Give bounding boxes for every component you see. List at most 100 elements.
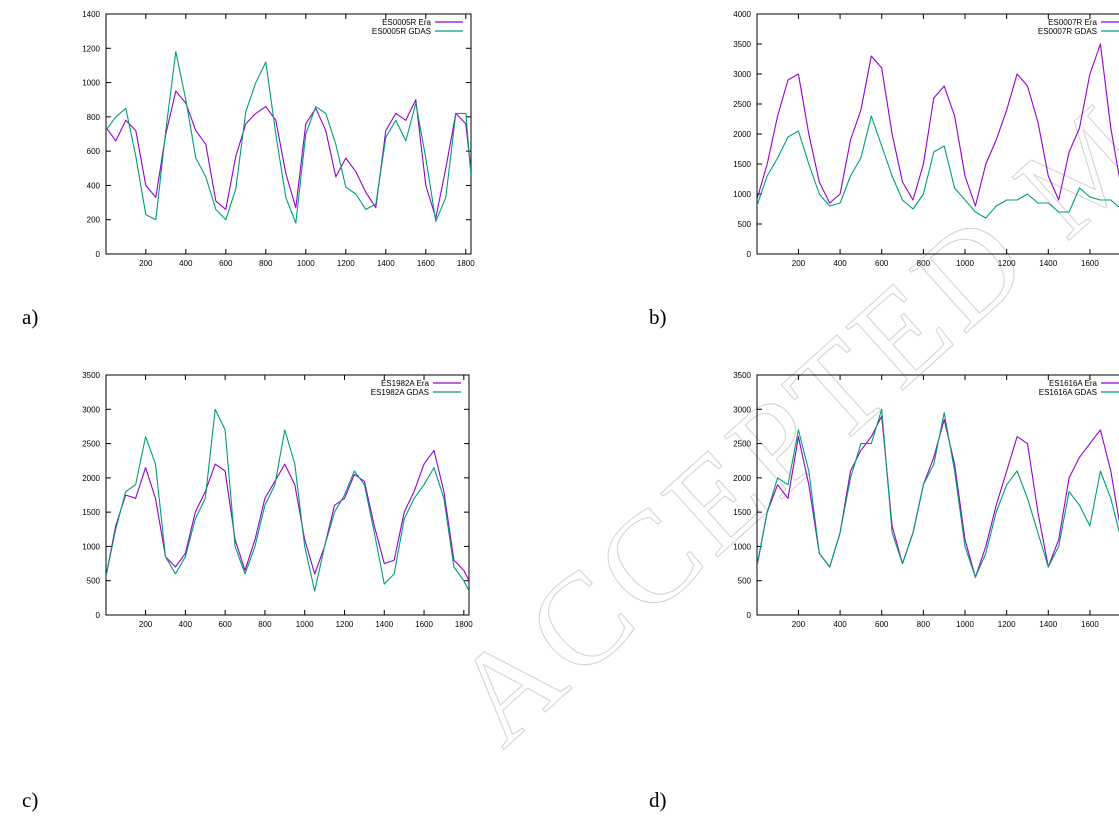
series-era-line-b: [757, 43, 1119, 207]
x-tick-label-b: 1200: [998, 259, 1016, 268]
x-tick-label-a: 600: [219, 259, 233, 268]
legend-label-gdas-a: ES0005R GDAS: [372, 27, 431, 36]
legend-label-gdas-d: ES1616A GDAS: [1039, 388, 1097, 397]
x-tick-label-d: 800: [917, 620, 931, 629]
y-tick-label-d: 2000: [733, 474, 751, 483]
y-tick-label-b: 1500: [733, 160, 751, 169]
x-tick-label-c: 600: [218, 620, 232, 629]
x-tick-label-a: 1200: [337, 259, 355, 268]
panel-label-d: d): [649, 788, 667, 812]
x-tick-label-a: 1800: [457, 259, 475, 268]
x-tick-label-b: 200: [792, 259, 806, 268]
y-tick-label-a: 1200: [82, 44, 100, 53]
y-tick-label-d: 0: [747, 611, 752, 620]
y-tick-label-a: 400: [87, 181, 101, 190]
x-tick-label-c: 1800: [455, 620, 473, 629]
y-tick-label-d: 3000: [733, 405, 751, 414]
plot-frame-c: [105, 374, 470, 616]
y-tick-label-b: 3500: [733, 40, 751, 49]
x-tick-label-d: 1400: [1039, 620, 1057, 629]
x-tick-label-a: 1600: [417, 259, 435, 268]
y-tick-label-d: 3500: [733, 371, 751, 380]
x-tick-label-a: 200: [139, 259, 153, 268]
legend-label-era-d: ES1616A Era: [1049, 379, 1098, 388]
y-tick-label-c: 2500: [82, 440, 100, 449]
series-gdas-line-b: [757, 115, 1119, 219]
x-tick-label-d: 600: [875, 620, 889, 629]
y-tick-label-b: 500: [738, 220, 752, 229]
chart-c: 0 500 1000 1500 2000 2500 3000 3500 200 400 600 800…: [82, 371, 473, 629]
legend-label-gdas-c: ES1982A GDAS: [371, 388, 429, 397]
y-tick-label-d: 2500: [733, 440, 751, 449]
legend-label-era-c: ES1982A Era: [381, 379, 430, 388]
y-tick-label-a: 1000: [82, 79, 100, 88]
y-tick-label-c: 3000: [82, 405, 100, 414]
x-tick-label-d: 1200: [998, 620, 1016, 629]
chart-b: 0 500 1000 1500 2000 2500 3000 3500 4000 200 400 60…: [733, 10, 1119, 268]
panel-label-b: b): [649, 305, 667, 329]
x-tick-label-b: 1600: [1081, 259, 1099, 268]
chart-a: 0 200 400 600 800 1000 1200 1400 200 400 600 800 100…: [82, 10, 475, 268]
y-tick-label-a: 600: [87, 147, 101, 156]
legend-label-era-a: ES0005R Era: [382, 18, 431, 27]
x-tick-label-a: 400: [179, 259, 193, 268]
plot-frame-b: [756, 13, 1119, 255]
panel-a: 0 200 400 600 800 1000 1200 1400 200 400 600 800 100…: [0, 0, 560, 415]
x-tick-label-b: 600: [875, 259, 889, 268]
x-tick-label-c: 1200: [336, 620, 354, 629]
y-tick-label-b: 0: [747, 250, 752, 259]
y-tick-label-c: 1000: [82, 542, 100, 551]
series-era-line-c: [106, 449, 469, 581]
x-tick-label-b: 1400: [1039, 259, 1057, 268]
x-tick-label-c: 1600: [415, 620, 433, 629]
legend-label-era-b: ES0007R Era: [1048, 18, 1097, 27]
y-tick-label-a: 200: [87, 216, 101, 225]
x-tick-label-c: 1400: [375, 620, 393, 629]
x-tick-label-a: 1000: [297, 259, 315, 268]
y-tick-label-c: 0: [96, 611, 101, 620]
x-tick-label-d: 1000: [956, 620, 974, 629]
series-era-line-a: [106, 90, 471, 219]
x-tick-label-b: 400: [833, 259, 847, 268]
panel-label-a: a): [22, 305, 39, 329]
y-tick-label-d: 1000: [733, 542, 751, 551]
y-tick-label-c: 3500: [82, 371, 100, 380]
x-tick-label-c: 1000: [296, 620, 314, 629]
y-tick-label-a: 800: [87, 113, 101, 122]
y-tick-label-c: 1500: [82, 508, 100, 517]
y-tick-label-a: 1400: [82, 10, 100, 19]
x-tick-label-d: 400: [833, 620, 847, 629]
x-tick-label-b: 1000: [956, 259, 974, 268]
x-tick-label-a: 800: [259, 259, 273, 268]
series-gdas-line-c: [106, 408, 469, 592]
x-tick-label-c: 800: [258, 620, 272, 629]
x-tick-label-d: 1600: [1081, 620, 1099, 629]
x-tick-label-b: 800: [917, 259, 931, 268]
panel-d: 0 500 1000 1500 2000 2500 3000 3500 200 400 600 800…: [560, 355, 1119, 830]
plot-frame-d: [756, 374, 1119, 616]
legend-label-gdas-b: ES0007R GDAS: [1038, 27, 1097, 36]
x-tick-label-c: 200: [139, 620, 153, 629]
panel-c: 0 500 1000 1500 2000 2500 3000 3500 200 400 600 800…: [0, 355, 560, 830]
y-tick-label-b: 2500: [733, 100, 751, 109]
y-tick-label-a: 0: [96, 250, 101, 259]
y-tick-label-b: 3000: [733, 70, 751, 79]
panel-b: 0 500 1000 1500 2000 2500 3000 3500 4000 200 400 60…: [560, 0, 1119, 415]
chart-d: 0 500 1000 1500 2000 2500 3000 3500 200 400 600 800…: [733, 371, 1119, 629]
plot-frame-a: [105, 13, 472, 255]
y-tick-label-d: 500: [738, 577, 752, 586]
x-tick-label-d: 200: [792, 620, 806, 629]
panel-label-c: c): [22, 788, 39, 812]
y-tick-label-b: 1000: [733, 190, 751, 199]
y-tick-label-d: 1500: [733, 508, 751, 517]
x-tick-label-c: 400: [179, 620, 193, 629]
x-tick-label-a: 1400: [377, 259, 395, 268]
y-tick-label-b: 4000: [733, 10, 751, 19]
y-tick-label-b: 2000: [733, 130, 751, 139]
y-tick-label-c: 2000: [82, 474, 100, 483]
series-era-line-d: [757, 415, 1119, 578]
y-tick-label-c: 500: [87, 577, 101, 586]
series-gdas-line-d: [757, 408, 1119, 578]
series-gdas-line-a: [106, 51, 471, 224]
